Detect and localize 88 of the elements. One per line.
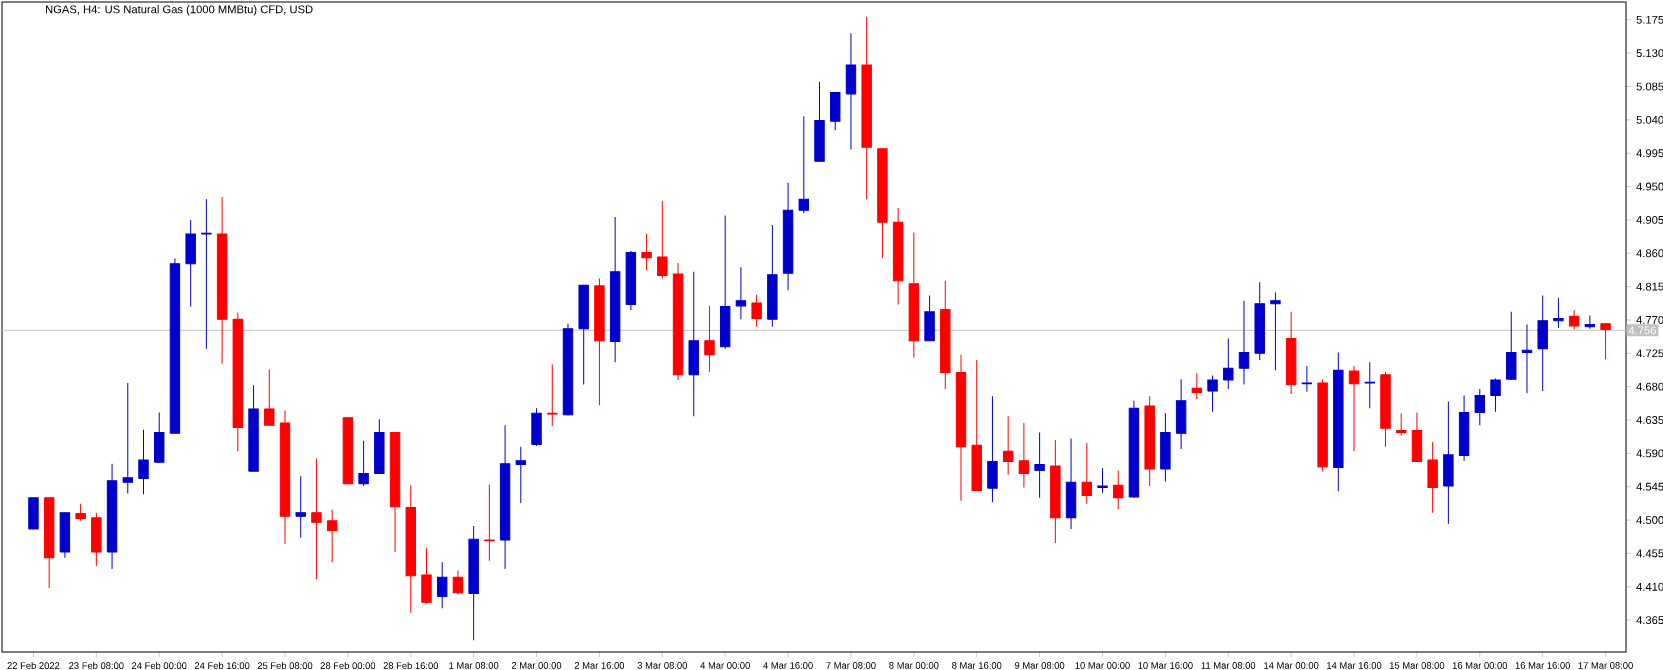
- candlestick: [484, 484, 495, 562]
- candlestick: [295, 475, 306, 539]
- x-tick-label: 22 Feb 2022: [7, 662, 60, 669]
- candlestick: [264, 369, 275, 426]
- y-tick-label: 4.680: [1636, 382, 1663, 391]
- candlestick: [1490, 378, 1501, 413]
- x-tick-label: 11 Mar 08:00: [1201, 662, 1256, 669]
- x-tick-label: 3 Mar 08:00: [637, 662, 687, 669]
- x-tick-label: 14 Mar 16:00: [1327, 662, 1382, 669]
- candlestick: [1600, 322, 1611, 360]
- candlestick: [1238, 300, 1250, 385]
- candlestick: [547, 363, 558, 427]
- x-tick-label: 28 Feb 16:00: [383, 662, 439, 669]
- candlestick: [1034, 432, 1045, 499]
- candlestick: [1584, 315, 1596, 330]
- candlestick: [641, 233, 652, 271]
- candlestick: [1301, 365, 1313, 393]
- candlestick: [1270, 292, 1281, 371]
- candlestick: [1348, 365, 1360, 452]
- x-tick-label: 9 Mar 08:00: [1014, 662, 1065, 669]
- candlestick: [138, 429, 149, 495]
- x-tick-label: 10 Mar 00:00: [1075, 662, 1130, 669]
- candlestick: [1207, 375, 1218, 413]
- candlestick: [798, 115, 810, 214]
- x-tick-label: 16 Mar 16:00: [1515, 662, 1571, 669]
- y-tick-label: 4.725: [1636, 349, 1663, 358]
- candlestick: [436, 561, 448, 609]
- candlestick: [1081, 442, 1092, 505]
- x-tick-label: 24 Feb 16:00: [194, 662, 250, 669]
- y-tick-label: 4.365: [1636, 616, 1663, 625]
- y-tick-label: 4.590: [1636, 449, 1663, 458]
- candlestick: [1474, 388, 1486, 426]
- x-tick-label: 25 Feb 08:00: [257, 662, 313, 669]
- x-tick-label: 16 Mar 00:00: [1452, 662, 1508, 669]
- y-tick-label: 4.545: [1636, 482, 1663, 491]
- candlestick: [735, 266, 747, 320]
- x-tick-label: 10 Mar 16:00: [1138, 662, 1193, 669]
- y-tick-label: 4.815: [1636, 282, 1663, 291]
- x-tick-label: 24 Feb 00:00: [131, 662, 187, 669]
- y-tick-label: 4.635: [1636, 416, 1663, 424]
- candlestick: [1002, 415, 1014, 476]
- candlestick: [122, 382, 133, 494]
- x-tick-label: 4 Mar 16:00: [763, 662, 813, 669]
- y-tick-label: 4.500: [1636, 516, 1663, 525]
- y-tick-label: 4.455: [1636, 549, 1663, 558]
- candlestick: [452, 569, 464, 595]
- chart-title: NGAS, H4: US Natural Gas (1000 MMBtu) CFD, USD: [45, 5, 313, 16]
- y-tick-label: 4.950: [1636, 182, 1663, 191]
- y-tick-label: 4.410: [1636, 582, 1663, 591]
- x-tick-label: 2 Mar 16:00: [574, 662, 625, 669]
- x-tick-label: 8 Mar 16:00: [952, 662, 1002, 669]
- y-tick-label: 5.085: [1636, 82, 1663, 91]
- candlestick: [358, 440, 369, 487]
- x-tick-label: 23 Feb 08:00: [69, 662, 124, 669]
- y-tick-label: 4.905: [1636, 215, 1663, 224]
- candlestick: [704, 305, 715, 373]
- candlestick: [657, 200, 668, 279]
- x-tick-label: 1 Mar 08:00: [449, 662, 499, 669]
- x-tick-label: 14 Mar 00:00: [1264, 662, 1319, 669]
- x-tick-label: 4 Mar 00:00: [700, 662, 750, 669]
- y-tick-label: 5.040: [1636, 115, 1663, 124]
- y-tick-label: 4.995: [1636, 149, 1663, 158]
- x-tick-label: 7 Mar 08:00: [826, 662, 876, 669]
- y-tick-label: 4.770: [1636, 316, 1663, 324]
- candlestick: [201, 198, 212, 350]
- y-tick-label: 4.860: [1636, 249, 1663, 258]
- candlestick: [1223, 337, 1234, 390]
- candlestick: [1364, 361, 1375, 409]
- candlestick: [1568, 309, 1580, 331]
- candlestick: [311, 458, 322, 580]
- candlestick: [1191, 372, 1203, 400]
- candlestick: [1097, 467, 1108, 494]
- ref-line-label: 4.756: [1628, 326, 1656, 335]
- x-tick-label: 8 Mar 00:00: [889, 662, 939, 669]
- candlestick: [1553, 297, 1564, 329]
- candlestick: [1018, 422, 1030, 488]
- x-tick-label: 15 Mar 08:00: [1389, 662, 1445, 669]
- x-tick-label: 2 Mar 00:00: [511, 662, 562, 669]
- y-tick-label: 5.175: [1636, 15, 1663, 24]
- candlestick: [1113, 469, 1124, 510]
- candlestick: [515, 446, 527, 504]
- candlestick: [751, 294, 762, 328]
- x-tick-label: 17 Mar 08:00: [1578, 662, 1633, 669]
- candlestick: [326, 509, 338, 563]
- candlestick: [1521, 323, 1533, 394]
- x-tick-label: 28 Feb 00:00: [320, 662, 376, 669]
- y-tick-label: 5.130: [1636, 49, 1663, 58]
- candlestick: [1395, 412, 1407, 437]
